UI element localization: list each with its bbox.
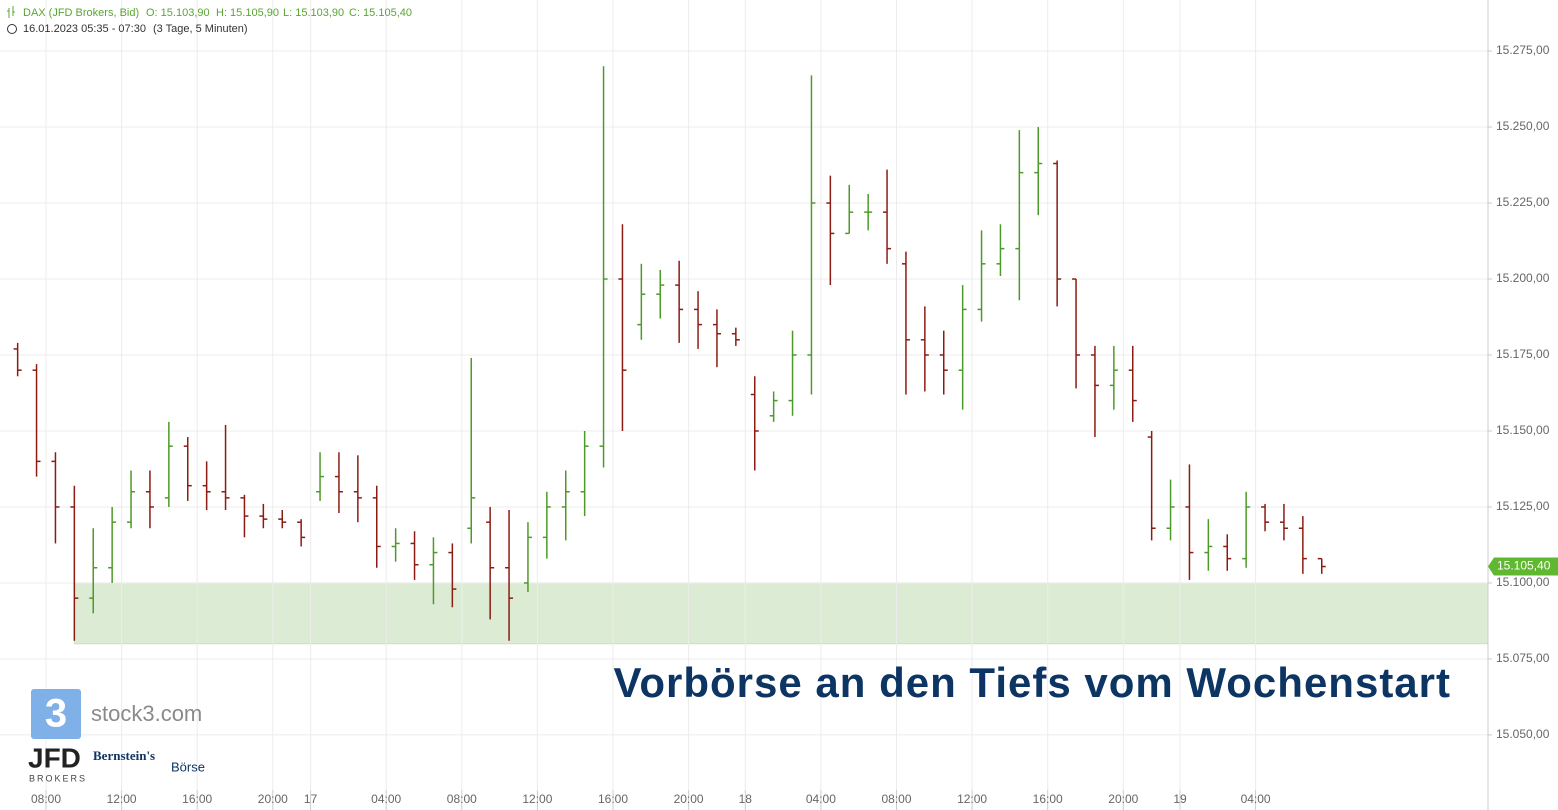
stock3-logo: [31, 689, 81, 739]
header-value: O: 15.103,90: [146, 7, 210, 19]
bernstein-logo: Bernstein's: [93, 748, 155, 763]
header-value: C: 15.105,40: [349, 7, 412, 19]
x-tick-label: 16:00: [1033, 792, 1063, 806]
stock3-icon: 3: [45, 692, 67, 736]
instrument: DAX (JFD Brokers, Bid): [23, 7, 139, 19]
x-tick-label: 17: [304, 792, 318, 806]
last-price-marker: [1488, 557, 1558, 576]
x-tick-label: 08:00: [31, 792, 61, 806]
x-tick-label: 20:00: [674, 792, 704, 806]
x-tick-label: 16:00: [182, 792, 212, 806]
header-value: H: 15.105,90: [216, 7, 279, 19]
subtitle: 16.01.2023 05:35 - 07:30: [23, 23, 146, 35]
y-tick-label: 15.150,00: [1496, 423, 1550, 437]
x-tick-label: 08:00: [881, 792, 911, 806]
y-tick-label: 15.100,00: [1496, 575, 1550, 589]
chart-title: Vorbörse an den Tiefs vom Wochenstart: [613, 659, 1451, 706]
boerse-logo: Börse: [171, 759, 205, 774]
jfd-sub: BROKERS: [29, 773, 87, 783]
x-tick-label: 18: [739, 792, 753, 806]
x-tick-label: 04:00: [806, 792, 836, 806]
x-tick-label: 16:00: [598, 792, 628, 806]
y-tick-label: 15.175,00: [1496, 347, 1550, 361]
x-tick-label: 12:00: [957, 792, 987, 806]
y-tick-label: 15.200,00: [1496, 271, 1550, 285]
x-tick-label: 12:00: [522, 792, 552, 806]
jfd-logo: JFD: [28, 742, 81, 773]
y-tick-label: 15.250,00: [1496, 119, 1550, 133]
x-tick-label: 04:00: [371, 792, 401, 806]
period: (3 Tage, 5 Minuten): [153, 23, 248, 35]
y-tick-label: 15.225,00: [1496, 195, 1550, 209]
header-value: L: 15.103,90: [283, 7, 344, 19]
y-tick-label: 15.050,00: [1496, 727, 1550, 741]
x-tick-label: 20:00: [258, 792, 288, 806]
stock3-text: stock3.com: [91, 701, 202, 726]
ohlc-icon: [7, 6, 15, 18]
last-price-label: 15.105,40: [1497, 559, 1551, 573]
x-tick-label: 19: [1173, 792, 1187, 806]
y-tick-label: 15.125,00: [1496, 499, 1550, 513]
bars: [13, 66, 1326, 641]
clock-icon: [7, 24, 17, 34]
grid: [0, 0, 1489, 790]
x-tick-label: 04:00: [1241, 792, 1271, 806]
y-tick-label: 15.075,00: [1496, 651, 1550, 665]
x-tick-label: 12:00: [107, 792, 137, 806]
x-tick-label: 20:00: [1108, 792, 1138, 806]
y-tick-label: 15.275,00: [1496, 43, 1550, 57]
x-tick-label: 08:00: [447, 792, 477, 806]
support-zone: [73, 582, 1489, 645]
